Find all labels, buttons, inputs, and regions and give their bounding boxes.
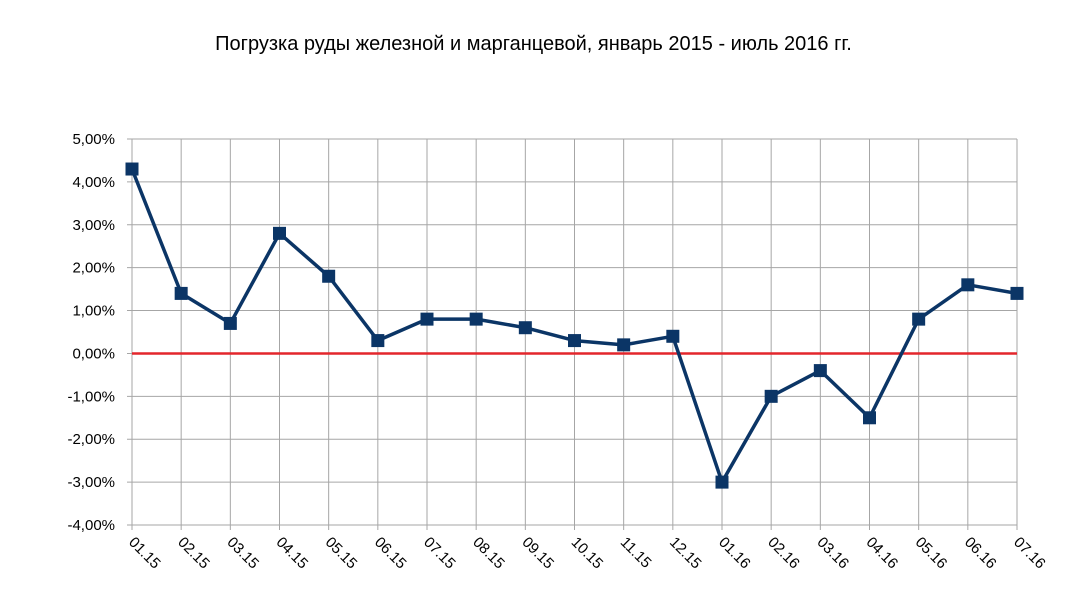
- x-tick-label: 09.15: [519, 534, 558, 573]
- data-point-marker: [371, 334, 385, 348]
- x-tick-label: 12.15: [666, 534, 705, 573]
- x-tick-label: 08.15: [469, 534, 508, 573]
- data-point-marker: [617, 338, 631, 352]
- data-point-marker: [273, 226, 286, 240]
- x-tick-label: 04.16: [863, 534, 902, 573]
- x-tick-label: 11.15: [617, 534, 655, 572]
- x-tick-label: 06.15: [371, 534, 410, 573]
- x-tick-label: 05.16: [912, 534, 951, 573]
- x-tick-label: 04.15: [273, 534, 312, 573]
- data-point-marker: [764, 389, 778, 403]
- data-point-marker: [518, 321, 532, 335]
- x-tick-label: 10.15: [568, 534, 607, 573]
- y-tick-label: 2,00%: [72, 260, 115, 277]
- x-tick-label: 02.15: [174, 534, 213, 573]
- data-point-marker: [1010, 286, 1024, 300]
- x-tick-label: 03.16: [814, 534, 853, 573]
- y-axis-tick-labels: 5,00% 4,00% 3,00% 2,00% 1,00% 0,00% -1,00% -2,0…: [67, 131, 115, 534]
- y-tick-label: 4,00%: [72, 174, 115, 191]
- data-point-marker: [125, 162, 139, 176]
- y-tick-label: -2,00%: [67, 431, 115, 448]
- data-point-marker: [912, 312, 926, 326]
- y-tick-label: -1,00%: [67, 388, 115, 405]
- data-point-marker: [813, 364, 827, 378]
- data-markers: [125, 162, 1024, 489]
- data-point-marker: [961, 278, 975, 292]
- x-tick-label: 02.16: [764, 534, 803, 573]
- data-point-marker: [863, 411, 876, 425]
- chart-title: Погрузка руды железной и марганцевой, ян…: [215, 33, 852, 55]
- data-point-marker: [322, 269, 336, 283]
- y-tick-label: -3,00%: [67, 474, 115, 491]
- y-tick-label: -4,00%: [67, 517, 115, 534]
- data-point-marker: [666, 329, 680, 343]
- x-tick-label: 07.16: [1010, 534, 1049, 573]
- data-point-marker: [715, 475, 729, 489]
- x-tick-label: 07.15: [420, 534, 459, 573]
- data-point-marker: [469, 312, 483, 326]
- y-tick-label: 0,00%: [72, 345, 115, 362]
- data-point-marker: [568, 334, 581, 348]
- data-point-marker: [223, 316, 237, 330]
- x-axis-tick-labels: 01.15 02.15 03.15 04.15 05.15 06.15 07.15 08.15…: [125, 534, 1049, 573]
- x-tick-label: 06.16: [961, 534, 1000, 573]
- y-tick-label: 1,00%: [72, 303, 115, 320]
- grid-lines: [127, 138, 1018, 530]
- x-tick-label: 03.15: [224, 534, 263, 573]
- y-tick-label: 3,00%: [72, 217, 115, 234]
- data-point-marker: [174, 286, 188, 300]
- x-tick-label: 01.15: [125, 534, 164, 573]
- x-tick-label: 01.16: [715, 534, 754, 573]
- y-tick-label: 5,00%: [72, 131, 115, 148]
- x-tick-label: 05.15: [322, 534, 361, 573]
- data-point-marker: [420, 312, 434, 326]
